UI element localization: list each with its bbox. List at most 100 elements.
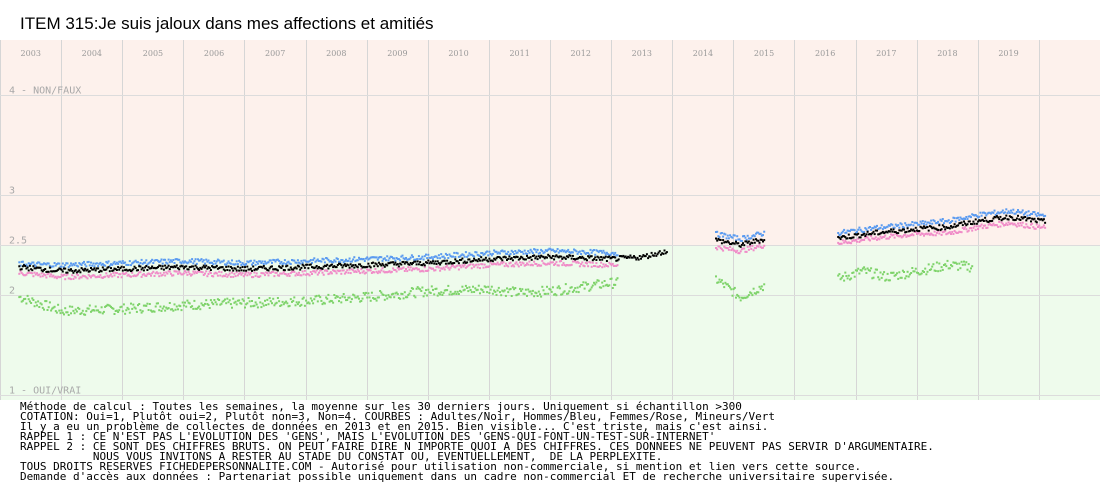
hommes-point	[88, 264, 91, 267]
adultes-point	[540, 254, 543, 257]
adultes-point	[274, 268, 277, 271]
hommes-point	[213, 260, 216, 262]
mineurs-point	[717, 281, 720, 284]
femmes-point	[64, 278, 67, 281]
hommes-point	[332, 261, 335, 264]
mineurs-point	[503, 289, 506, 292]
femmes-point	[52, 274, 55, 277]
hommes-point	[582, 250, 585, 253]
femmes-point	[154, 272, 157, 275]
adultes-point	[991, 219, 994, 222]
femmes-point	[1022, 226, 1025, 229]
hommes-point	[598, 249, 601, 252]
hommes-point	[503, 250, 506, 253]
mineurs-point	[73, 312, 76, 315]
adultes-point	[885, 230, 888, 233]
mineurs-point	[146, 302, 149, 305]
femmes-point	[1042, 224, 1045, 227]
adultes-point	[740, 243, 743, 246]
adultes-point	[90, 267, 92, 269]
femmes-point	[838, 243, 841, 245]
femmes-point	[171, 274, 174, 277]
mineurs-point	[521, 288, 524, 291]
adultes-point	[607, 256, 610, 259]
femmes-point	[591, 261, 594, 264]
femmes-point	[717, 245, 720, 248]
hommes-point	[158, 261, 161, 263]
femmes-point	[342, 269, 345, 272]
adultes-point	[255, 268, 258, 271]
adultes-point	[57, 268, 60, 271]
adultes-point	[234, 267, 237, 270]
hommes-point	[580, 253, 583, 255]
mineurs-point	[731, 294, 734, 297]
mineurs-point	[841, 275, 844, 278]
femmes-point	[992, 222, 995, 225]
adultes-point	[338, 262, 340, 265]
hommes-point	[880, 224, 883, 227]
adultes-point	[657, 251, 660, 254]
adultes-point	[1027, 217, 1030, 220]
femmes-point	[394, 269, 397, 271]
hommes-point	[964, 218, 967, 220]
mineurs-point	[957, 268, 960, 271]
adultes-point	[392, 261, 395, 264]
mineurs-point	[110, 305, 112, 308]
adultes-point	[903, 228, 905, 231]
hommes-point	[389, 255, 392, 258]
mineurs-point	[844, 271, 847, 274]
femmes-point	[885, 237, 888, 240]
hommes-point	[881, 228, 884, 231]
adultes-point	[965, 224, 968, 227]
mineurs-point	[150, 309, 152, 312]
adultes-point	[171, 265, 174, 268]
femmes-point	[436, 265, 439, 268]
hommes-point	[61, 262, 64, 265]
x-tick-label: 2010	[448, 49, 468, 58]
femmes-point	[927, 232, 930, 235]
mineurs-point	[945, 265, 948, 268]
mineurs-point	[318, 294, 320, 297]
adultes-point	[515, 255, 518, 258]
hommes-point	[450, 255, 453, 258]
femmes-point	[943, 230, 945, 233]
femmes-point	[360, 268, 363, 271]
adultes-point	[286, 264, 289, 267]
adultes-point	[633, 255, 635, 258]
hommes-point	[148, 261, 151, 264]
mineurs-point	[85, 310, 88, 313]
adultes-point	[966, 223, 969, 226]
hommes-point	[446, 254, 449, 256]
adultes-point	[763, 239, 766, 242]
femmes-point	[296, 274, 299, 276]
mineurs-point	[80, 312, 83, 315]
hommes-point	[216, 258, 219, 261]
femmes-point	[208, 270, 211, 273]
mineurs-point	[899, 276, 902, 279]
adultes-point	[625, 257, 628, 259]
adultes-point	[982, 220, 985, 222]
hommes-point	[30, 262, 33, 265]
mineurs-point	[616, 277, 619, 280]
hommes-point	[413, 258, 416, 261]
femmes-point	[756, 245, 759, 248]
series-femmes	[18, 220, 1047, 281]
adultes-point	[432, 260, 434, 263]
hommes-point	[20, 260, 23, 263]
femmes-point	[369, 269, 372, 272]
mineurs-point	[224, 298, 226, 301]
hommes-point	[401, 254, 404, 257]
hommes-point	[435, 255, 438, 258]
hommes-point	[146, 263, 149, 266]
adultes-point	[379, 263, 382, 266]
adultes-point	[276, 269, 279, 272]
adultes-point	[330, 263, 333, 266]
mineurs-point	[426, 294, 429, 297]
femmes-point	[750, 247, 753, 250]
mineurs-point	[563, 290, 566, 293]
adultes-point	[311, 266, 313, 269]
hommes-point	[756, 231, 759, 234]
adultes-point	[45, 270, 48, 273]
mineurs-point	[125, 309, 128, 312]
femmes-point	[24, 274, 27, 277]
